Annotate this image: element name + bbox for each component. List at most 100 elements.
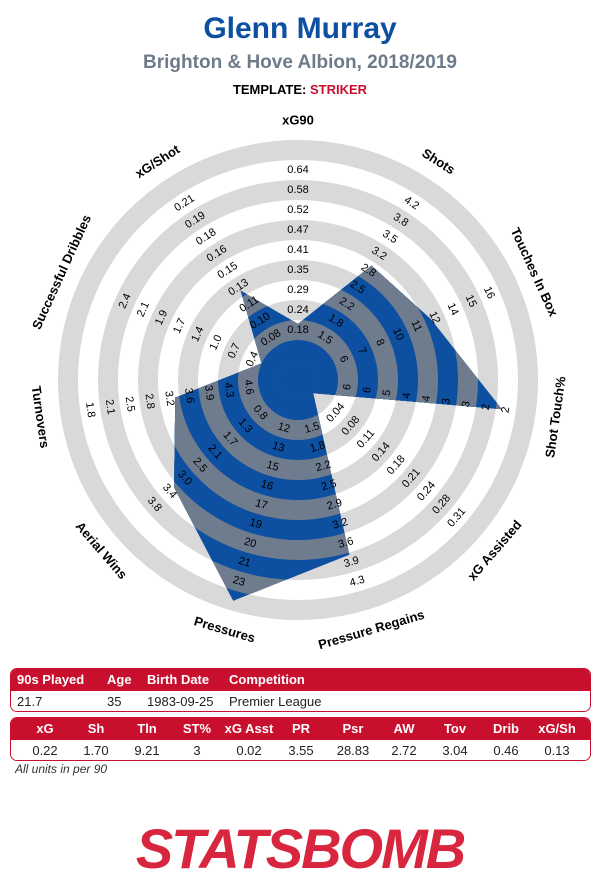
tick-label-5-5: 3.2 bbox=[331, 516, 349, 532]
stats-header-xg-asst: xG Asst bbox=[224, 721, 274, 736]
stats-value-psr: 28.83 bbox=[336, 743, 370, 758]
stats-header-pr: PR bbox=[291, 721, 311, 736]
tick-label-8-6: 2.5 bbox=[123, 396, 137, 413]
tick-label-3-8: 2 bbox=[500, 406, 513, 414]
stats-header-xg: xG bbox=[36, 721, 54, 736]
tick-label-0-5: 0.47 bbox=[287, 224, 308, 236]
tick-label-2-8: 16 bbox=[481, 285, 497, 301]
tick-label-0-4: 0.41 bbox=[287, 244, 308, 256]
tick-label-0-0: 0.18 bbox=[287, 324, 308, 336]
team-season: Brighton & Hove Albion, 2018/2019 bbox=[143, 52, 457, 73]
tick-label-5-4: 2.9 bbox=[326, 497, 344, 513]
tick-label-2-5: 12 bbox=[426, 310, 442, 326]
info-table: 90s Played Age Birth Date Competition 21… bbox=[10, 668, 591, 712]
stats-value-row: 0.22 1.70 9.21 3 0.02 3.55 28.83 2.72 3.… bbox=[11, 740, 590, 760]
tick-label-9-1: 0.7 bbox=[226, 341, 243, 360]
stats-value-pr: 3.55 bbox=[288, 743, 314, 758]
stats-header-tln: Tln bbox=[137, 721, 157, 736]
stats-header-sh: Sh bbox=[87, 721, 105, 736]
tick-label-5-0: 1.5 bbox=[303, 420, 321, 436]
tick-label-8-3: 3.6 bbox=[182, 387, 196, 404]
metric-label-0: xG90 bbox=[282, 113, 314, 128]
metric-label-8: Turnovers bbox=[29, 385, 53, 449]
stats-header-row: xG Sh Tln ST% xG Asst PR Psr AW Tov Drib… bbox=[11, 718, 590, 740]
tick-label-3-5: 3 bbox=[440, 397, 453, 405]
tick-label-9-6: 2.1 bbox=[135, 300, 152, 319]
info-header-90s: 90s Played bbox=[17, 672, 85, 687]
tick-label-0-3: 0.35 bbox=[287, 264, 308, 276]
info-value-age: 35 bbox=[107, 694, 122, 709]
tick-label-0-2: 0.29 bbox=[287, 284, 308, 296]
info-header-age: Age bbox=[107, 672, 132, 687]
tick-label-6-6: 20 bbox=[243, 536, 258, 551]
tick-label-0-7: 0.58 bbox=[287, 184, 308, 196]
info-value-birth-date: 1983-09-25 bbox=[147, 694, 214, 709]
tick-label-3-2: 5 bbox=[381, 389, 394, 397]
tick-label-3-0: 6 bbox=[341, 383, 354, 391]
polygon-hub bbox=[278, 360, 318, 400]
info-header-row: 90s Played Age Birth Date Competition bbox=[11, 669, 590, 691]
tick-label-8-4: 3.2 bbox=[162, 390, 176, 407]
radar-chart: 0.180.240.290.350.410.470.520.580.64xG90… bbox=[29, 113, 569, 651]
stats-header-psr: Psr bbox=[342, 721, 364, 736]
tick-label-9-3: 1.4 bbox=[189, 325, 206, 344]
tick-label-6-1: 13 bbox=[271, 440, 286, 455]
tick-label-5-8: 4.3 bbox=[348, 574, 366, 590]
tick-label-0-6: 0.52 bbox=[287, 204, 308, 216]
info-value-row: 21.7 35 1983-09-25 Premier League bbox=[11, 691, 590, 711]
tick-label-8-5: 2.8 bbox=[142, 393, 156, 410]
tick-label-6-8: 23 bbox=[231, 574, 246, 589]
statsbomb-logo: STATSBOMB bbox=[135, 817, 466, 880]
stats-value-st-pct: 3 bbox=[193, 743, 201, 758]
tick-label-2-7: 15 bbox=[463, 293, 479, 309]
tick-label-6-0: 12 bbox=[276, 421, 291, 436]
tick-label-9-4: 1.7 bbox=[171, 317, 188, 336]
stats-value-aw: 2.72 bbox=[391, 743, 417, 758]
units-footnote: All units in per 90 bbox=[15, 762, 108, 776]
stats-header-xg-sh: xG/Sh bbox=[538, 721, 576, 736]
stats-value-xg: 0.22 bbox=[32, 743, 58, 758]
tick-label-2-4: 11 bbox=[408, 318, 424, 333]
metric-label-6: Pressures bbox=[192, 613, 257, 645]
tick-label-3-4: 4 bbox=[420, 395, 433, 403]
tick-label-3-6: 3 bbox=[460, 400, 473, 408]
tick-label-6-5: 19 bbox=[248, 516, 263, 531]
template-value: STRIKER bbox=[309, 82, 368, 97]
tick-label-2-6: 14 bbox=[445, 301, 461, 317]
tick-label-5-6: 3.6 bbox=[337, 535, 355, 551]
tick-label-8-0: 4.6 bbox=[241, 379, 255, 396]
stats-value-tln: 9.21 bbox=[134, 743, 160, 758]
tick-label-2-3: 10 bbox=[390, 326, 406, 342]
tick-label-9-2: 1.0 bbox=[207, 333, 224, 352]
stats-value-sh: 1.70 bbox=[83, 743, 109, 758]
tick-label-2-1: 7 bbox=[355, 346, 368, 357]
stats-value-xg-sh: 0.13 bbox=[544, 743, 570, 758]
tick-label-6-3: 16 bbox=[259, 478, 274, 493]
tick-label-3-1: 6 bbox=[361, 386, 374, 394]
info-header-competition: Competition bbox=[229, 672, 305, 687]
tick-label-0-1: 0.24 bbox=[287, 304, 308, 316]
tick-label-6-4: 17 bbox=[254, 497, 269, 512]
info-value-competition: Premier League bbox=[229, 694, 322, 709]
template-label: TEMPLATE: bbox=[232, 82, 307, 97]
tick-label-5-3: 2.5 bbox=[320, 478, 338, 494]
tick-label-9-7: 2.4 bbox=[117, 292, 134, 311]
stats-header-st-pct: ST% bbox=[182, 721, 212, 736]
tick-label-8-8: 1.8 bbox=[83, 401, 97, 418]
template-line: TEMPLATE: STRIKER bbox=[0, 82, 600, 97]
stats-header-tov: Tov bbox=[443, 721, 467, 736]
info-header-birth-date: Birth Date bbox=[147, 672, 210, 687]
tick-label-3-3: 4 bbox=[401, 392, 414, 400]
stats-value-tov: 3.04 bbox=[442, 743, 468, 758]
tick-label-8-7: 2.1 bbox=[103, 399, 117, 416]
metric-label-3: Shot Touch% bbox=[542, 375, 569, 459]
tick-label-6-7: 21 bbox=[237, 555, 252, 570]
stats-value-xg-asst: 0.02 bbox=[236, 743, 262, 758]
tick-label-2-0: 6 bbox=[337, 354, 350, 365]
stats-header-drib: Drib bbox=[493, 721, 519, 736]
player-name: Glenn Murray bbox=[203, 12, 397, 45]
stats-value-drib: 0.46 bbox=[493, 743, 519, 758]
tick-label-6-2: 15 bbox=[265, 459, 280, 474]
tick-label-8-1: 4.3 bbox=[222, 382, 236, 399]
tick-label-8-2: 3.9 bbox=[202, 384, 216, 401]
